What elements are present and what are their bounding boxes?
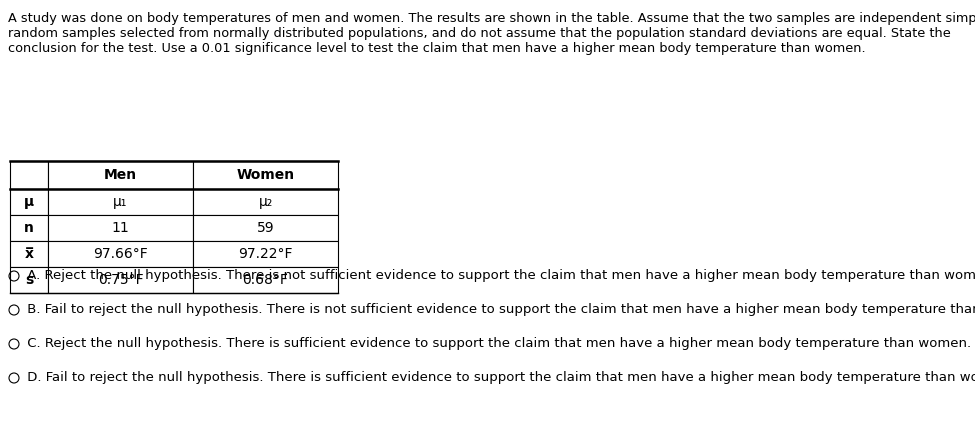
Text: μ: μ	[24, 195, 34, 209]
Bar	[193, 241, 338, 267]
Bar	[10, 267, 48, 293]
Bar	[193, 189, 338, 215]
Text: B. Fail to reject the null hypothesis. There is not sufficient evidence to suppo: B. Fail to reject the null hypothesis. T…	[23, 304, 975, 317]
Text: μ₂: μ₂	[258, 195, 273, 209]
Text: 0.75°F: 0.75°F	[98, 273, 143, 287]
Bar	[48, 267, 193, 293]
Bar	[193, 215, 338, 241]
Text: Women: Women	[236, 168, 294, 182]
Bar	[193, 267, 338, 293]
Text: Men: Men	[104, 168, 137, 182]
Text: D. Fail to reject the null hypothesis. There is sufficient evidence to support t: D. Fail to reject the null hypothesis. T…	[23, 371, 975, 384]
Text: 97.66°F: 97.66°F	[94, 247, 148, 261]
Text: x̅: x̅	[24, 247, 33, 261]
Text: 59: 59	[256, 221, 274, 235]
Bar	[10, 161, 48, 189]
Text: random samples selected from normally distributed populations, and do not assume: random samples selected from normally di…	[8, 27, 951, 40]
Bar	[10, 241, 48, 267]
Text: 11: 11	[111, 221, 130, 235]
Text: n: n	[24, 221, 34, 235]
Text: 97.22°F: 97.22°F	[238, 247, 292, 261]
Text: A. Reject the null hypothesis. There is not sufficient evidence to support the c: A. Reject the null hypothesis. There is …	[23, 269, 975, 282]
Bar	[10, 189, 48, 215]
Bar	[48, 241, 193, 267]
Bar	[48, 189, 193, 215]
Text: s: s	[25, 273, 33, 287]
Text: C. Reject the null hypothesis. There is sufficient evidence to support the claim: C. Reject the null hypothesis. There is …	[23, 338, 971, 351]
Text: μ₁: μ₁	[113, 195, 128, 209]
Text: 0.68°F: 0.68°F	[243, 273, 289, 287]
Bar	[193, 161, 338, 189]
Bar	[48, 161, 193, 189]
Bar	[10, 215, 48, 241]
Bar	[48, 215, 193, 241]
Text: conclusion for the test. Use a 0.01 significance level to test the claim that me: conclusion for the test. Use a 0.01 sign…	[8, 42, 866, 55]
Text: A study was done on body temperatures of men and women. The results are shown in: A study was done on body temperatures of…	[8, 12, 975, 25]
